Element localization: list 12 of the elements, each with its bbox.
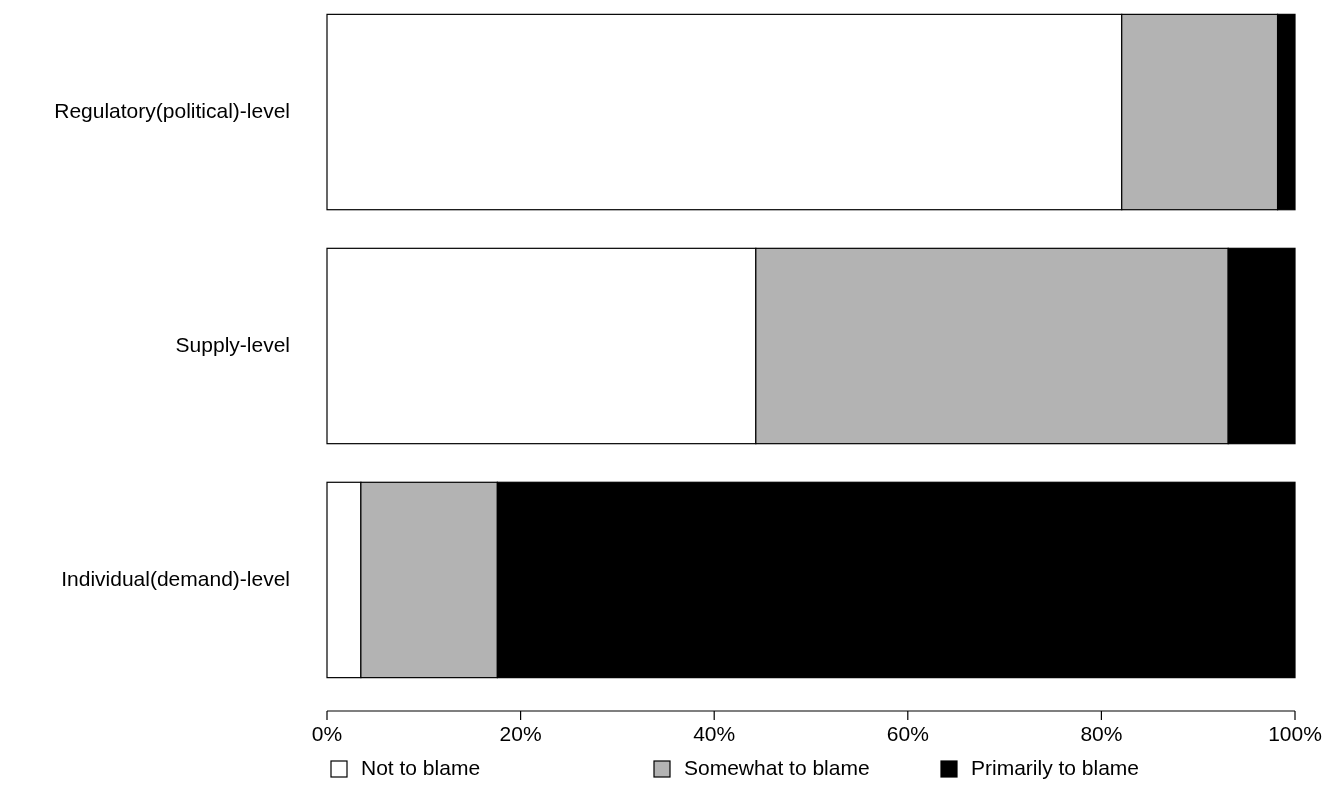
y-tick-label: Supply-level (175, 332, 290, 356)
x-tick-label: 20% (499, 722, 542, 745)
legend-label: Not to blame (361, 755, 481, 779)
x-tick-label: 100% (1268, 722, 1322, 745)
y-tick-label: Regulatory(political)-level (54, 98, 290, 122)
y-tick-label: Individual(demand)-level (61, 566, 290, 590)
x-tick-label: 60% (886, 722, 929, 745)
x-tick-label: 40% (693, 722, 736, 745)
x-tick-label: 80% (1080, 722, 1123, 745)
x-tick-label: 0% (311, 722, 343, 745)
legend-label: Somewhat to blame (684, 755, 870, 779)
legend-label: Primarily to blame (971, 755, 1140, 779)
